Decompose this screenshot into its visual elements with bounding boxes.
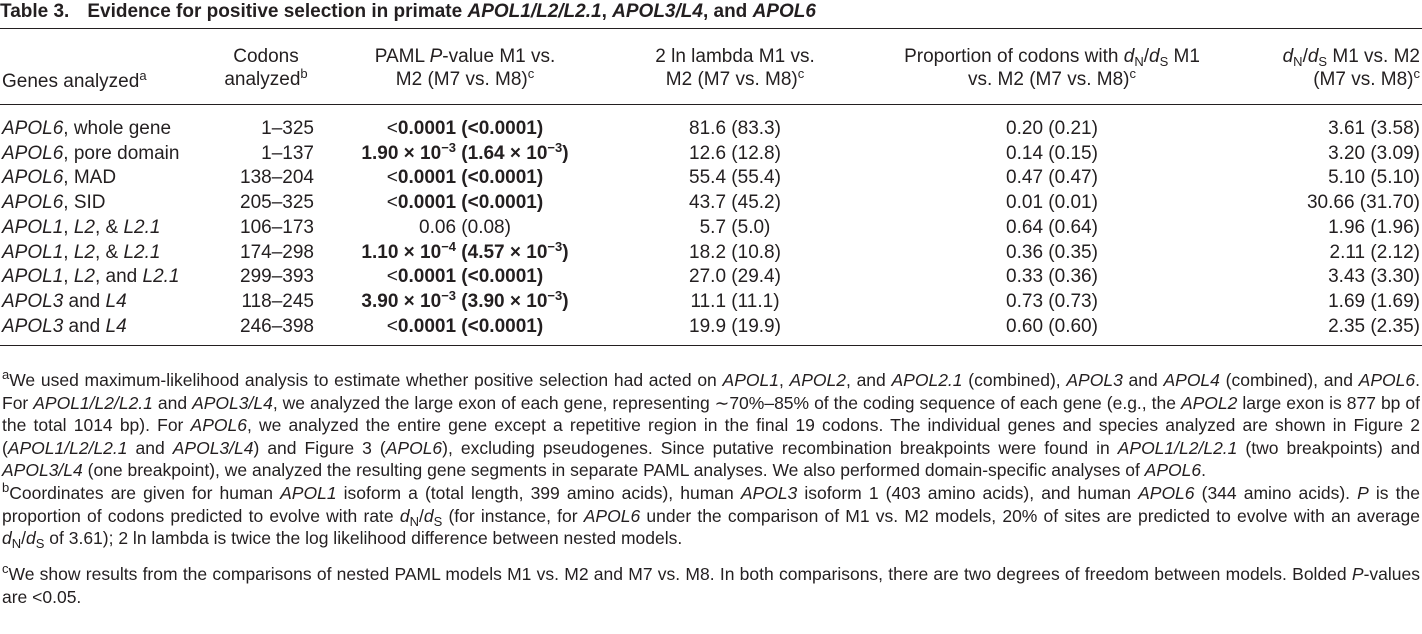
gene-name: APOL1, L2, & L2.1 (2, 216, 161, 238)
codons-cell: 138–204 (240, 167, 314, 189)
header-codons: Codons analyzedb (224, 46, 308, 90)
proportion-cell: 0.20 (0.21) (1006, 118, 1098, 139)
table-row: APOL3 and L4 246–398 <0.0001 (<0.0001) 19.9… (0, 315, 1422, 339)
pvalue-cell: <0.0001 (<0.0001) (386, 315, 544, 337)
pvalue-cell: 1.90 × 10−3 (1.64 × 10−3) (361, 139, 569, 164)
lambda-cell: 81.6 (83.3) (689, 118, 781, 139)
pvalue-cell: 0.06 (0.08) (419, 216, 511, 238)
dnds-cell: 1.96 (1.96) (1328, 216, 1420, 238)
dnds-cell: 3.43 (3.30) (1328, 266, 1420, 288)
header-proportion: Proportion of codons with dN/dS M1 vs. M… (904, 46, 1200, 90)
footnote-b: bCoordinates are given for human APOL1 i… (2, 480, 1420, 551)
gene-name: APOL3 and L4 (2, 315, 127, 337)
proportion-cell: 0.60 (0.60) (1006, 315, 1098, 337)
table-title: Table 3. Evidence for positive selection … (0, 0, 1422, 24)
table-row: APOL1, L2, & L2.1 174–298 1.10 × 10−4 (4.5… (0, 238, 1422, 265)
gene-name: APOL6, pore domain (2, 142, 180, 164)
dnds-cell: 30.66 (31.70) (1306, 192, 1420, 214)
dnds-cell: 3.20 (3.09) (1328, 142, 1420, 164)
pvalue-cell: <0.0001 (<0.0001) (386, 192, 544, 214)
proportion-cell: 0.01 (0.01) (1006, 192, 1098, 214)
footnote-mark: b (2, 480, 10, 495)
proportion-cell: 0.36 (0.35) (1006, 241, 1098, 263)
gene-name: APOL6, whole gene (2, 118, 172, 139)
header-genes: Genes analyzeda (2, 68, 147, 92)
table-row: APOL1, L2, and L2.1 299–393 <0.0001 (<0.00… (0, 265, 1422, 289)
codons-cell: 246–398 (240, 315, 314, 337)
dnds-cell: 2.35 (2.35) (1328, 315, 1420, 337)
pvalue-cell: <0.0001 (<0.0001) (386, 167, 544, 189)
dnds-cell: 3.61 (3.58) (1328, 118, 1420, 139)
codons-cell: 205–325 (240, 192, 314, 214)
codons-cell: 1–137 (261, 142, 314, 164)
codons-cell: 174–298 (240, 241, 314, 263)
table-row: APOL6, pore domain 1–137 1.90 × 10−3 (1.64… (0, 139, 1422, 166)
lambda-cell: 55.4 (55.4) (689, 167, 781, 189)
lambda-cell: 11.1 (11.1) (690, 290, 780, 312)
codons-cell: 1–325 (261, 118, 314, 139)
codons-cell: 118–245 (241, 290, 314, 312)
header-lambda: 2 ln lambda M1 vs. M2 (M7 vs. M8)c (655, 46, 815, 90)
proportion-cell: 0.64 (0.64) (1006, 216, 1098, 238)
lambda-cell: 27.0 (29.4) (689, 266, 781, 288)
footnote-mark: c (2, 561, 9, 576)
table-title-text: Evidence for positive selection in prima… (87, 1, 816, 22)
table-row: APOL3 and L4 118–245 3.90 × 10−3 (3.90 × 1… (0, 287, 1422, 314)
footnote-mark: a (2, 367, 10, 382)
header-pvalue: PAML P-value M1 vs. M2 (M7 vs. M8)c (374, 46, 556, 90)
footnote-c: cWe show results from the comparisons of… (2, 561, 1420, 607)
table-row: APOL6, SID 205–325 <0.0001 (<0.0001) 43.7 (… (0, 191, 1422, 215)
gene-name: APOL6, MAD (2, 167, 117, 189)
lambda-cell: 12.6 (12.8) (689, 142, 781, 164)
proportion-cell: 0.47 (0.47) (1006, 167, 1098, 189)
dnds-cell: 1.69 (1.69) (1328, 290, 1420, 312)
dnds-cell: 2.11 (2.12) (1329, 241, 1420, 263)
gene-name: APOL1, L2, & L2.1 (2, 241, 161, 263)
header-rule (0, 104, 1422, 105)
lambda-cell: 43.7 (45.2) (689, 192, 781, 214)
lambda-cell: 18.2 (10.8) (689, 241, 781, 263)
dnds-cell: 5.10 (5.10) (1328, 167, 1420, 189)
gene-name: APOL3 and L4 (2, 290, 127, 312)
pvalue-cell: 3.90 × 10−3 (3.90 × 10−3) (361, 287, 569, 312)
codons-cell: 106–173 (240, 216, 314, 238)
gene-name: APOL1, L2, and L2.1 (2, 266, 180, 288)
proportion-cell: 0.73 (0.73) (1006, 290, 1098, 312)
pvalue-cell: <0.0001 (<0.0001) (386, 118, 544, 139)
header-dnds: dN/dS M1 vs. M2 (M7 vs. M8)c (1282, 46, 1420, 90)
proportion-cell: 0.33 (0.36) (1006, 266, 1098, 288)
table-label: Table 3. (0, 1, 70, 22)
table-row: APOL6, whole gene 1–325 <0.0001 (<0.0001) 8… (0, 117, 1422, 141)
top-rule (0, 28, 1422, 29)
bottom-rule (0, 345, 1422, 346)
table-row: APOL6, MAD 138–204 <0.0001 (<0.0001) 55.4 (… (0, 166, 1422, 190)
pvalue-cell: <0.0001 (<0.0001) (386, 266, 544, 288)
lambda-cell: 19.9 (19.9) (689, 315, 781, 337)
footnote-a: aWe used maximum-likelihood analysis to … (2, 367, 1420, 480)
codons-cell: 299–393 (240, 266, 314, 288)
pvalue-cell: 1.10 × 10−4 (4.57 × 10−3) (361, 238, 569, 263)
table-row: APOL1, L2, & L2.1 106–173 0.06 (0.08) 5.7 (… (0, 216, 1422, 240)
proportion-cell: 0.14 (0.15) (1006, 142, 1098, 164)
gene-name: APOL6, SID (2, 192, 106, 214)
lambda-cell: 5.7 (5.0) (699, 216, 771, 238)
